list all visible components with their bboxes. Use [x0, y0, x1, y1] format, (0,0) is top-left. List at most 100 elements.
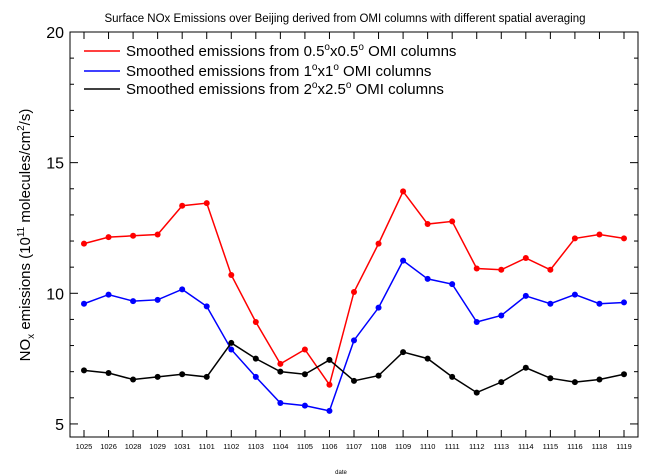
- series-0-point: [105, 234, 112, 241]
- series-0-point: [400, 188, 407, 195]
- series-0-point: [547, 266, 554, 273]
- series-2-point: [351, 377, 357, 384]
- series-0-point: [130, 232, 137, 239]
- legend-label-series-1: Smoothed emissions from 1ox1o OMI column…: [126, 62, 431, 80]
- series-1-point: [326, 407, 333, 414]
- x-tick-label: 1115: [543, 442, 559, 451]
- series-1-point: [105, 291, 112, 298]
- x-tick-label: 1113: [493, 442, 509, 451]
- series-2-point: [596, 376, 603, 383]
- series-line-1: [83, 259, 625, 412]
- series-1-point: [130, 298, 137, 305]
- series-0-point: [203, 200, 210, 207]
- series-0-point: [473, 265, 480, 272]
- series-0-point: [301, 346, 308, 353]
- x-axis-ticks: 1025 1026 1028 1029 1031 1101 1102 1103 1104 1105…: [76, 32, 632, 451]
- x-tick-label: 1110: [420, 442, 436, 451]
- series-2-point: [277, 368, 284, 375]
- series-0-point: [81, 240, 87, 247]
- series-0-point: [179, 202, 186, 209]
- series-1-point: [154, 296, 161, 303]
- series-2-point: [130, 376, 137, 383]
- series-2-point: [498, 379, 505, 386]
- series-1-point: [203, 303, 210, 310]
- y-tick-label: 10: [46, 286, 64, 303]
- legend-label-series-0: Smoothed emissions from 0.5ox0.5o OMI co…: [126, 42, 456, 60]
- series-1-point: [179, 286, 186, 293]
- series-1-point: [252, 373, 259, 380]
- series-0-point: [498, 266, 505, 273]
- y-tick-label: 20: [46, 25, 64, 42]
- chart-title: Surface NOx Emissions over Beijing deriv…: [104, 13, 585, 25]
- y-tick-label: 5: [55, 417, 64, 434]
- series-2-point: [522, 364, 529, 371]
- x-tick-label: 1104: [272, 442, 288, 451]
- series-2-point: [81, 367, 87, 374]
- legend-label-series-2: Smoothed emissions from 2ox2.5o OMI colu…: [126, 80, 444, 98]
- series-2-point: [179, 371, 186, 378]
- series-1-point: [277, 400, 284, 407]
- series-2-point: [621, 371, 627, 378]
- series-1-point: [522, 292, 529, 299]
- y-axis-label: NOx emissions (1011 molecules/cm2/s): [16, 109, 37, 362]
- x-tick-label: 1119: [616, 442, 632, 451]
- x-tick-label: 1111: [445, 442, 460, 451]
- series-2-point: [449, 373, 456, 380]
- series-0-point: [424, 221, 431, 228]
- x-tick-label: 1118: [592, 442, 608, 451]
- y-tick-label: 15: [46, 156, 64, 173]
- series-layer: [81, 188, 627, 414]
- series-1-point: [473, 319, 480, 326]
- series-1-point: [547, 300, 554, 307]
- series-1-point: [449, 281, 456, 288]
- series-2-point: [424, 355, 431, 362]
- series-0-point: [154, 231, 161, 238]
- x-tick-label: 1102: [223, 442, 239, 451]
- x-tick-label: 1028: [125, 442, 142, 451]
- series-1-point: [400, 257, 407, 264]
- x-tick-label: 1108: [370, 442, 386, 451]
- series-1-point: [351, 337, 357, 344]
- x-tick-label: 1106: [321, 442, 337, 451]
- series-2-point: [301, 371, 308, 378]
- x-tick-label: 1025: [76, 442, 93, 451]
- series-2-point: [154, 373, 161, 380]
- x-tick-label: 1116: [567, 442, 583, 451]
- series-1-point: [498, 312, 505, 319]
- series-line-2: [83, 341, 625, 394]
- x-tick-label: 1026: [100, 442, 117, 451]
- series-2-point: [105, 369, 112, 376]
- series-0-point: [449, 218, 456, 225]
- series-0-point: [252, 319, 259, 326]
- series-1-point: [228, 346, 235, 353]
- series-2-point: [473, 389, 480, 396]
- x-tick-label: 1103: [248, 442, 264, 451]
- series-0-point: [351, 288, 357, 295]
- series-0-point: [522, 255, 529, 262]
- x-tick-label: 1029: [149, 442, 166, 451]
- series-2-point: [400, 349, 407, 356]
- series-1-point: [301, 402, 308, 409]
- series-2-point: [203, 373, 210, 380]
- legend: Smoothed emissions from 0.5ox0.5o OMI co…: [84, 42, 456, 98]
- x-tick-label: 1031: [174, 442, 191, 451]
- series-0-point: [621, 235, 627, 242]
- x-tick-label: 1114: [518, 442, 534, 451]
- series-0-point: [571, 235, 578, 242]
- series-0-point: [277, 360, 284, 367]
- series-line-0: [83, 189, 625, 387]
- x-tick-label: 1109: [395, 442, 411, 451]
- series-2-point: [571, 379, 578, 386]
- x-tick-label: 1101: [199, 442, 215, 451]
- x-tick-label: 1112: [469, 442, 485, 451]
- series-1-point: [621, 299, 627, 306]
- x-axis-label: date: [335, 470, 347, 475]
- series-1-point: [375, 304, 382, 311]
- series-1-point: [596, 300, 603, 307]
- series-2-point: [375, 372, 382, 379]
- series-1-point: [571, 291, 578, 298]
- series-0-point: [228, 272, 235, 278]
- series-0-point: [326, 381, 333, 388]
- series-2-point: [252, 355, 259, 362]
